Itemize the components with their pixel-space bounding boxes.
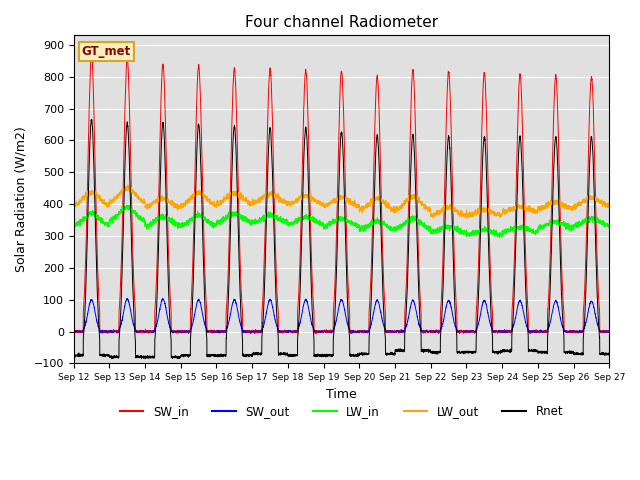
LW_out (605, 202, 613, 208)
LW_out (605, 203, 612, 209)
SW_in (322, 328, 330, 334)
LW_in (166, 217, 174, 223)
LW_in (461, 229, 469, 235)
Line: Rnet: Rnet (74, 120, 609, 359)
LW_in (432, 228, 440, 234)
LW_in (70, 222, 77, 228)
LW_out (124, 182, 131, 188)
LW_out (492, 212, 500, 217)
SW_out (123, 296, 131, 301)
LW_in (492, 230, 500, 236)
SW_in (605, 328, 613, 334)
Rnet (108, 356, 116, 362)
Line: LW_out: LW_out (74, 185, 609, 218)
LW_out (166, 199, 174, 204)
LW_in (605, 223, 613, 228)
Rnet (605, 351, 612, 357)
SW_out (321, 329, 329, 335)
SW_in (70, 328, 77, 334)
Rnet (88, 117, 95, 122)
SW_out (431, 330, 439, 336)
Text: GT_met: GT_met (82, 45, 131, 58)
SW_in (461, 330, 469, 336)
LW_out (463, 216, 471, 221)
Rnet (432, 348, 440, 354)
LW_in (124, 202, 132, 208)
Legend: SW_in, SW_out, LW_in, LW_out, Rnet: SW_in, SW_out, LW_in, LW_out, Rnet (115, 401, 568, 423)
SW_out (70, 329, 77, 335)
LW_out (70, 201, 77, 206)
SW_out (605, 329, 612, 335)
SW_out (605, 329, 613, 335)
LW_out (432, 210, 440, 216)
Title: Four channel Radiometer: Four channel Radiometer (245, 15, 438, 30)
Rnet (492, 349, 500, 355)
Y-axis label: Solar Radiation (W/m2): Solar Radiation (W/m2) (15, 127, 28, 272)
SW_in (312, 331, 320, 337)
LW_in (605, 222, 612, 228)
Line: SW_in: SW_in (74, 56, 609, 334)
SW_in (492, 328, 500, 334)
Line: LW_in: LW_in (74, 205, 609, 238)
SW_out (461, 328, 469, 334)
Rnet (166, 324, 174, 329)
SW_out (492, 329, 500, 335)
LW_in (496, 235, 504, 240)
SW_in (605, 329, 612, 335)
SW_out (166, 325, 174, 331)
Rnet (70, 353, 77, 359)
Line: SW_out: SW_out (74, 299, 609, 333)
Rnet (605, 352, 613, 358)
SW_in (88, 53, 95, 59)
LW_in (321, 223, 329, 229)
Rnet (461, 350, 469, 356)
SW_out (432, 329, 440, 335)
X-axis label: Time: Time (326, 388, 357, 401)
SW_in (432, 327, 440, 333)
LW_out (321, 204, 329, 210)
SW_in (166, 291, 174, 297)
Rnet (322, 352, 330, 358)
LW_out (461, 214, 469, 219)
